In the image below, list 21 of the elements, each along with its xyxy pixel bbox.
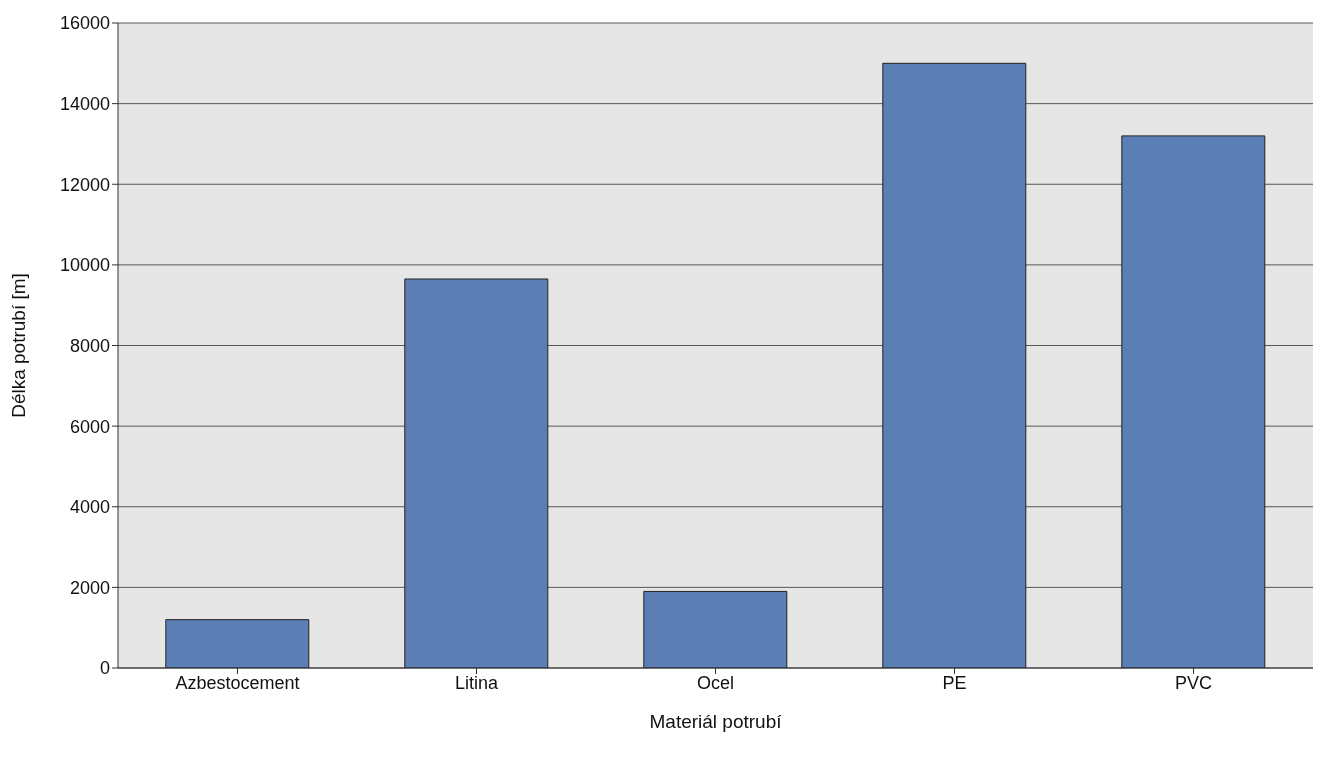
x-tick-label: Litina	[454, 672, 499, 693]
x-tick-label: PE	[942, 672, 967, 693]
y-tick-label: 14000	[59, 94, 110, 115]
y-tick-label: 10000	[59, 255, 110, 276]
y-tick-label: 12000	[59, 174, 110, 195]
y-tick-label: 6000	[69, 416, 110, 437]
x-tick-label: Azbestocement	[175, 672, 300, 693]
y-tick-label: 0	[99, 658, 110, 679]
y-tick-label: 2000	[69, 577, 110, 598]
x-axis-title: Materiál potrubí	[649, 711, 783, 732]
x-tick-label: PVC	[1174, 672, 1213, 693]
bar	[1121, 135, 1266, 668]
y-tick-label: 16000	[59, 13, 110, 34]
bar	[404, 278, 549, 668]
y-tick-label: 4000	[69, 497, 110, 518]
y-tick-label: 8000	[69, 335, 110, 356]
bar	[165, 619, 310, 668]
bar	[643, 590, 788, 668]
x-tick-label: Ocel	[696, 672, 735, 693]
bar	[882, 62, 1027, 668]
y-axis-title: Délka potrubí [m]	[7, 273, 29, 418]
